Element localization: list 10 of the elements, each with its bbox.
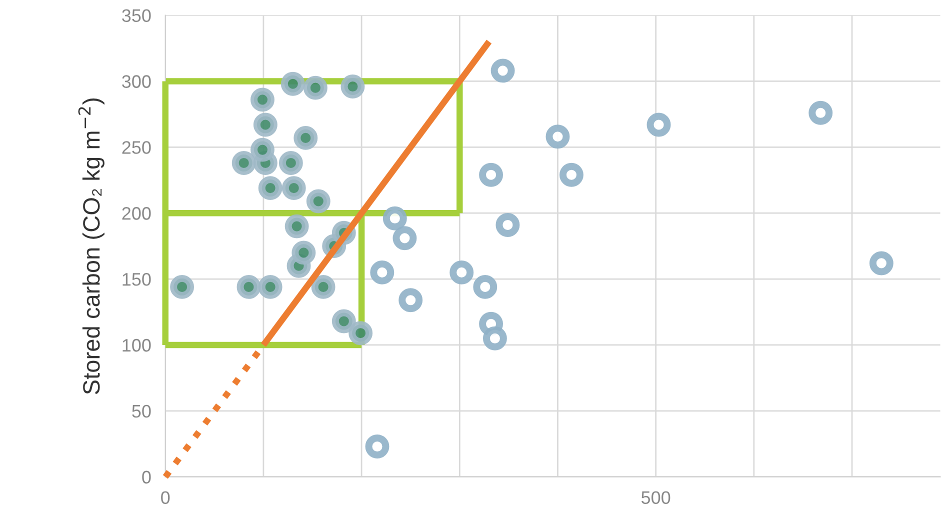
y-tick-label: 150 xyxy=(122,272,151,286)
y-tick-label: 200 xyxy=(122,207,151,220)
y-tick-label: 300 xyxy=(122,75,151,88)
y-axis-title: Stored carbon (CO₂ kg m$^{−2}$) xyxy=(78,98,104,394)
x-tick-label: 500 xyxy=(641,491,670,504)
y-tick-label: 0 xyxy=(142,470,151,484)
y-tick-label: 100 xyxy=(122,338,151,352)
y-tick-label: 350 xyxy=(122,9,151,22)
y-tick-label: 50 xyxy=(132,404,151,418)
y-tick-label: 250 xyxy=(122,141,151,154)
